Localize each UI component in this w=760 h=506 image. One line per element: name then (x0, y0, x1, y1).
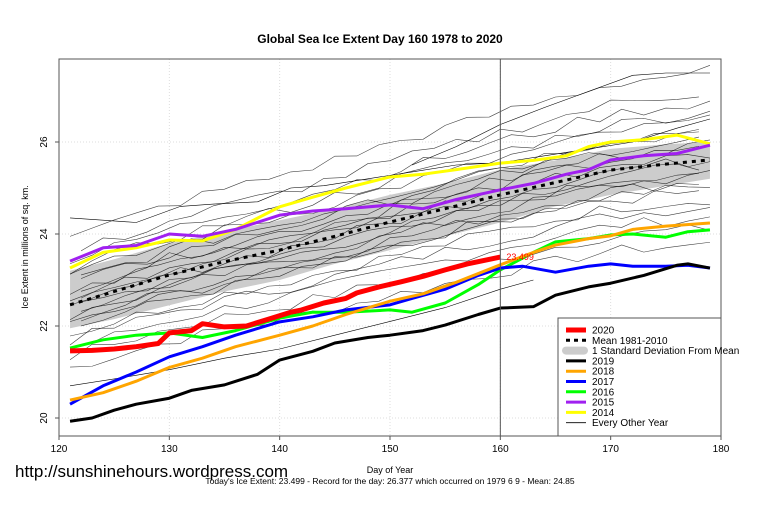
current-value-label: 23.499 (506, 252, 534, 262)
legend-label: 2019 (592, 356, 615, 367)
y-tick-label: 20 (39, 412, 50, 424)
x-axis-ticks: 120 130 140 150 160 170 180 (51, 436, 730, 455)
legend-label: 2015 (592, 398, 615, 409)
other-year-line (70, 241, 711, 368)
other-year-line (80, 96, 699, 252)
x-axis-label: Day of Year (367, 465, 414, 475)
std-deviation-band (70, 142, 710, 329)
legend-label: 2017 (592, 377, 615, 388)
legend-label: 2020 (592, 326, 615, 337)
other-year-line (411, 72, 710, 166)
other-year-line (80, 183, 699, 322)
std-band-area (70, 142, 710, 329)
legend-label: 2016 (592, 387, 615, 398)
other-year-line (69, 203, 710, 337)
chart-title: Global Sea Ice Extent Day 160 1978 to 20… (257, 32, 503, 46)
other-years-lines (69, 65, 711, 387)
legend-label: 2014 (592, 408, 615, 419)
series-line-2017 (69, 262, 711, 406)
other-year-line (69, 65, 711, 237)
legend-swatch-band (562, 346, 588, 355)
series-line-2014 (69, 133, 711, 270)
series-line-2015 (69, 143, 711, 263)
footer-stats: Today's Ice Extent: 23.499 - Record for … (205, 476, 575, 486)
other-year-line (69, 279, 534, 387)
other-year-line (81, 163, 700, 303)
x-tick-label: 120 (51, 444, 68, 455)
y-tick-label: 22 (39, 320, 50, 332)
other-year-line (69, 184, 710, 322)
other-year-line (69, 170, 711, 320)
y-axis-ticks: 20 22 24 26 (39, 136, 59, 424)
x-tick-label: 140 (271, 444, 288, 455)
y-tick-label: 26 (39, 136, 50, 148)
x-tick-label: 150 (382, 444, 399, 455)
other-year-line (80, 172, 699, 312)
x-tick-label: 160 (492, 444, 509, 455)
x-tick-label: 170 (602, 444, 619, 455)
x-tick-label: 130 (161, 444, 178, 455)
legend-label: 2018 (592, 367, 615, 378)
legend-label: 1 Standard Deviation From Mean (592, 346, 739, 357)
other-year-line (69, 207, 711, 346)
series-line-2019 (69, 262, 711, 423)
other-year-line (69, 216, 711, 349)
series-line-2020 (69, 254, 501, 354)
series-lines (69, 133, 711, 423)
legend-box (557, 317, 722, 437)
legend-label: Every Other Year (592, 418, 669, 429)
y-tick-label: 24 (39, 228, 50, 240)
series-line-2018 (69, 221, 711, 402)
y-axis-label: Ice Extent in millions of sq. km. (20, 185, 30, 309)
other-year-line (80, 190, 699, 327)
source-url[interactable]: http://sunshinehours.wordpress.com (15, 462, 288, 481)
x-tick-label: 180 (713, 444, 730, 455)
series-line-2016 (69, 228, 711, 350)
other-year-line (70, 118, 711, 223)
legend-label: Mean 1981-2010 (592, 336, 668, 347)
